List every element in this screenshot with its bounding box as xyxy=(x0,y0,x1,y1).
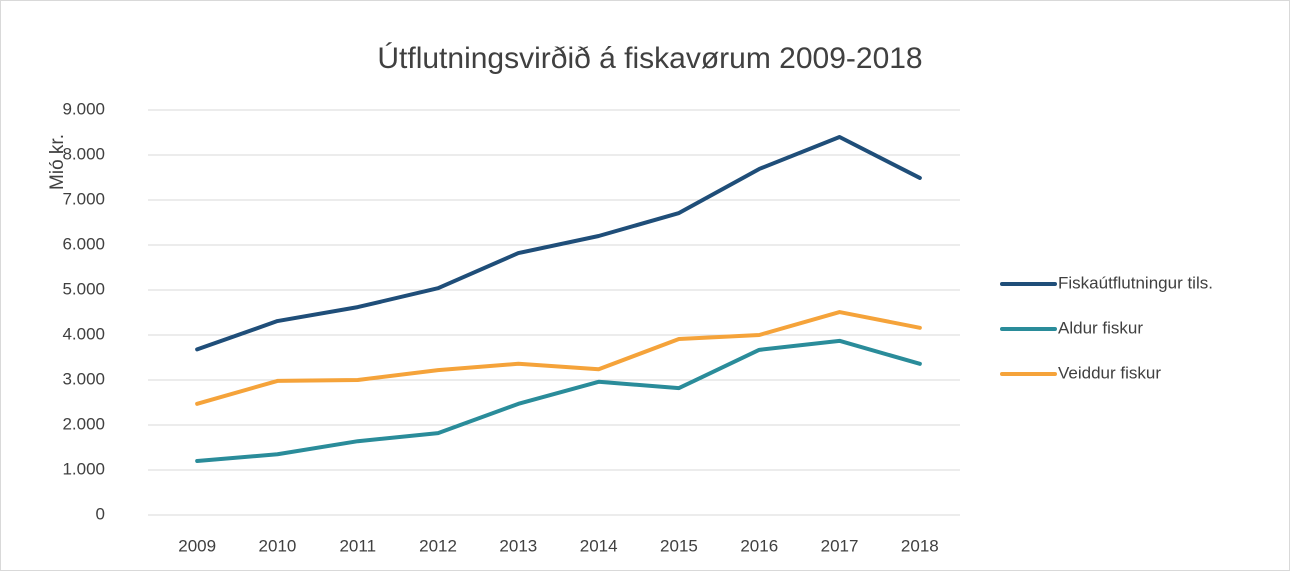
y-tick-label: 5.000 xyxy=(62,279,105,298)
x-tick-label: 2017 xyxy=(821,536,859,555)
x-tick-label: 2014 xyxy=(580,536,618,555)
x-tick-label: 2011 xyxy=(339,536,376,555)
series-line xyxy=(195,310,922,406)
x-tick-label: 2009 xyxy=(178,536,216,555)
y-tick-label: 8.000 xyxy=(62,144,105,163)
x-tick-label: 2013 xyxy=(499,536,537,555)
x-tick-label: 2010 xyxy=(259,536,297,555)
y-tick-label: 2.000 xyxy=(62,414,105,433)
y-tick-label: 3.000 xyxy=(62,369,105,388)
legend-label: Veiddur fiskur xyxy=(1058,363,1161,382)
y-tick-label: 0 xyxy=(96,504,105,523)
chart-title: Útflutningsvirðið á fiskavørum 2009-2018 xyxy=(377,42,922,75)
y-tick-label: 1.000 xyxy=(62,459,105,478)
series-line xyxy=(195,135,922,352)
y-tick-label: 7.000 xyxy=(62,189,105,208)
legend-label: Aldur fiskur xyxy=(1058,318,1143,337)
y-axis-label: Mió kr. xyxy=(47,134,68,190)
y-tick-label: 4.000 xyxy=(62,324,105,343)
y-tick-label: 6.000 xyxy=(62,234,105,253)
y-tick-label: 9.000 xyxy=(62,99,105,118)
x-tick-label: 2012 xyxy=(419,536,457,555)
x-tick-label: 2016 xyxy=(740,536,778,555)
series-line xyxy=(195,338,922,463)
x-tick-label: 2018 xyxy=(901,536,939,555)
x-tick-label: 2015 xyxy=(660,536,698,555)
legend-label: Fiskaútflutningur tils. xyxy=(1058,273,1213,292)
